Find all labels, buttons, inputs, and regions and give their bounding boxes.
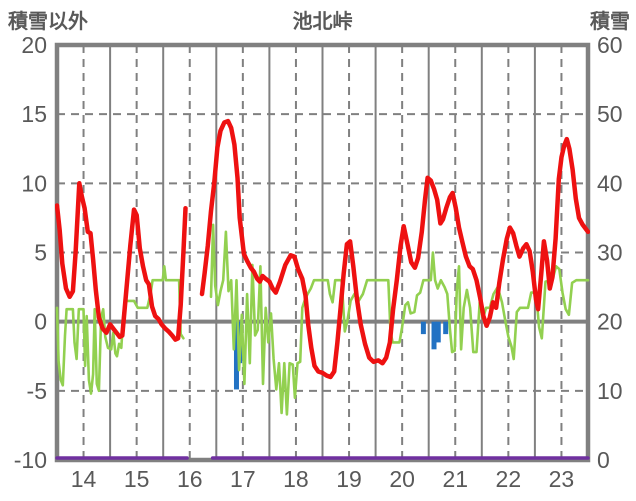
svg-text:18: 18	[283, 466, 309, 492]
svg-text:20: 20	[389, 466, 415, 492]
series-layer	[55, 118, 590, 460]
svg-text:20: 20	[597, 309, 623, 335]
svg-text:15: 15	[21, 101, 47, 127]
svg-text:19: 19	[336, 466, 362, 492]
svg-text:-5: -5	[27, 378, 47, 404]
svg-text:21: 21	[442, 466, 468, 492]
svg-text:-10: -10	[14, 447, 47, 473]
x-axis-labels: 14 15 16 17 18 19 20 21 22 23	[71, 466, 574, 492]
left-axis-title: 積雪以外	[8, 11, 88, 33]
svg-text:40: 40	[597, 170, 623, 196]
svg-text:10: 10	[21, 170, 47, 196]
svg-text:10: 10	[597, 378, 623, 404]
svg-text:14: 14	[71, 466, 97, 492]
svg-text:22: 22	[496, 466, 522, 492]
svg-text:17: 17	[230, 466, 256, 492]
svg-text:30: 30	[597, 240, 623, 266]
right-axis-labels: 60 50 40 30 20 10 0	[597, 32, 623, 473]
svg-text:0: 0	[597, 447, 610, 473]
svg-text:15: 15	[124, 466, 150, 492]
right-axis-title: 積雪	[590, 11, 630, 33]
svg-text:16: 16	[177, 466, 203, 492]
svg-text:0: 0	[34, 309, 47, 335]
svg-text:20: 20	[21, 32, 47, 58]
page-title: 池北峠	[292, 11, 353, 33]
svg-text:50: 50	[597, 101, 623, 127]
left-axis-labels: 20 15 10 5 0 -5 -10	[14, 32, 47, 473]
grid	[54, 42, 591, 463]
svg-text:23: 23	[549, 466, 575, 492]
series-red-line	[55, 118, 590, 380]
svg-text:60: 60	[597, 32, 623, 58]
svg-text:5: 5	[34, 240, 47, 266]
